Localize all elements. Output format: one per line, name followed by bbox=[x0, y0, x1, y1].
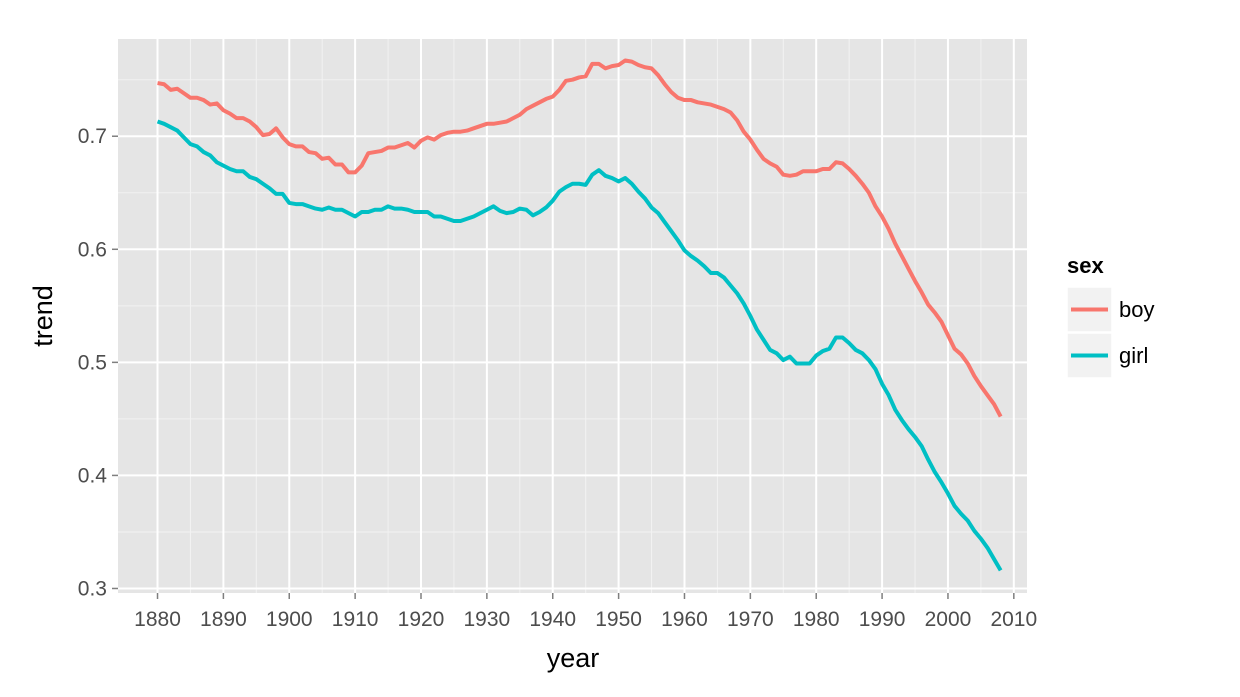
legend-key-boy bbox=[1066, 286, 1113, 333]
series-line-girl bbox=[156, 119, 1003, 572]
plot-panel bbox=[118, 39, 1027, 593]
legend-title: sex bbox=[1067, 253, 1104, 278]
x-tick-label: 1960 bbox=[661, 608, 708, 631]
x-tick-label: 2000 bbox=[925, 608, 972, 631]
legend-label-boy: boy bbox=[1119, 297, 1154, 322]
x-axis: 1880 1890 1900 1910 1920 1930 1940 1950 1960 1970… bbox=[134, 593, 1037, 631]
y-tick-label: 0.4 bbox=[78, 464, 108, 487]
x-tick-label: 1940 bbox=[529, 608, 576, 631]
legend-label-girl: girl bbox=[1119, 343, 1148, 368]
y-tick-label: 0.6 bbox=[78, 238, 107, 261]
x-tick-label: 1990 bbox=[859, 608, 906, 631]
x-tick-label: 1980 bbox=[793, 608, 840, 631]
series-line-boy bbox=[157, 58, 1003, 418]
x-tick-label: 1920 bbox=[398, 608, 445, 631]
x-tick-label: 1890 bbox=[200, 608, 247, 631]
legend-entries: boy girl bbox=[1066, 286, 1154, 379]
series-lines bbox=[156, 58, 1003, 572]
x-axis-title: year bbox=[547, 643, 600, 673]
x-tick-label: 1970 bbox=[727, 608, 774, 631]
x-tick-label: 1880 bbox=[134, 608, 181, 631]
x-tick-label: 2010 bbox=[990, 608, 1037, 631]
x-tick-label: 1930 bbox=[464, 608, 511, 631]
x-tick-label: 1900 bbox=[266, 608, 313, 631]
y-tick-label: 0.5 bbox=[78, 351, 107, 374]
legend-key-girl bbox=[1066, 332, 1113, 379]
y-tick-label: 0.7 bbox=[78, 125, 107, 148]
x-tick-label: 1950 bbox=[595, 608, 642, 631]
y-tick-label: 0.3 bbox=[78, 577, 107, 600]
x-tick-label: 1910 bbox=[332, 608, 379, 631]
major-gridlines bbox=[118, 39, 1027, 593]
y-axis: 0.3 0.4 0.5 0.6 0.7 bbox=[78, 125, 118, 600]
y-axis-title: trend bbox=[28, 285, 58, 347]
legend: sex boy girl bbox=[1066, 253, 1154, 379]
